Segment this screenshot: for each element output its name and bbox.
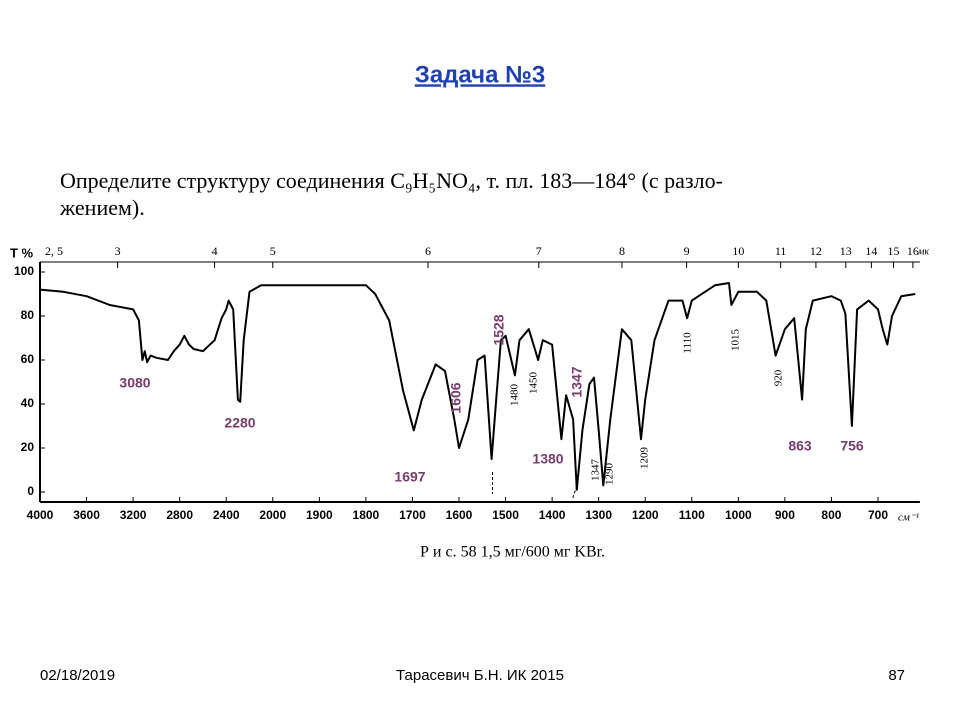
- peak-label: 1209: [639, 447, 651, 470]
- footer-page: 87: [888, 667, 905, 684]
- footer-date: 02/18/2019: [40, 667, 115, 684]
- y-tick-label: 80: [21, 308, 35, 322]
- peak-label: 1110: [682, 332, 694, 354]
- x-tick-label: 3200: [120, 508, 147, 522]
- spectrum-line: [39, 282, 916, 491]
- peak-label: 3080: [119, 375, 150, 391]
- x-tick-label: 700: [868, 508, 888, 522]
- top-tick-label: 10: [732, 244, 744, 258]
- peak-label: 1480: [509, 384, 521, 407]
- x-tick-label: 900: [775, 508, 795, 522]
- slide-title: Задача №3: [415, 61, 545, 88]
- y-tick-label: 100: [14, 264, 34, 278]
- x-tick-label: 2000: [259, 508, 286, 522]
- x-tick-label: 2400: [213, 508, 240, 522]
- x-tick-label: 1700: [399, 508, 426, 522]
- peak-label: 1290: [604, 463, 616, 486]
- top-tick-label: 11: [775, 244, 787, 258]
- top-tick-label: 7: [536, 244, 542, 258]
- top-unit: мк: [917, 246, 929, 257]
- peak-label: 756: [840, 438, 864, 454]
- top-tick-label: 14: [865, 244, 877, 258]
- problem-line: жением).: [59, 195, 145, 220]
- peak-label: 1697: [394, 469, 425, 485]
- peak-label: 1528: [491, 314, 507, 345]
- y-tick-label: 20: [21, 440, 35, 454]
- peak-label: 2280: [224, 415, 255, 431]
- x-unit: см⁻¹: [898, 512, 919, 524]
- top-tick-label: 16: [907, 244, 919, 258]
- y-tick-label: 40: [21, 396, 35, 410]
- y-tick-label: 60: [21, 352, 35, 366]
- top-tick-label: 2, 5: [45, 244, 63, 258]
- caption: Р и с. 58 1,5 мг/600 мг KBr.: [420, 544, 605, 561]
- x-tick-label: 1100: [679, 508, 705, 522]
- x-tick-label: 1900: [306, 508, 333, 522]
- top-tick-label: 4: [212, 244, 218, 258]
- peak-label: 1015: [730, 329, 742, 352]
- x-tick-label: 1500: [492, 508, 519, 522]
- top-tick-label: 5: [270, 244, 276, 258]
- peak-label: 920: [773, 369, 785, 386]
- x-tick-label: 1600: [446, 508, 473, 522]
- x-tick-label: 4000: [27, 508, 54, 522]
- peak-label: 1347: [590, 459, 602, 482]
- top-tick-label: 13: [840, 244, 852, 258]
- footer-author: Тарасевич Б.Н. ИК 2015: [396, 667, 564, 684]
- top-tick-label: 15: [888, 244, 900, 258]
- problem-line: Определите структуру соединения C₉H₅NO₄,…: [60, 168, 723, 193]
- top-tick-label: 12: [810, 244, 822, 258]
- top-tick-label: 6: [425, 244, 431, 258]
- x-tick-label: 2800: [166, 508, 193, 522]
- peak-label: 1450: [528, 372, 540, 395]
- peak-label: 1380: [532, 451, 563, 467]
- top-tick-label: 9: [684, 244, 690, 258]
- x-tick-label: 3600: [73, 508, 100, 522]
- peak-label: 1347: [569, 366, 585, 397]
- peak-label: 1606: [448, 382, 464, 413]
- y-tick-label: 0: [27, 484, 34, 498]
- x-tick-label: 1300: [585, 508, 612, 522]
- peak-label: 863: [788, 438, 812, 454]
- x-tick-label: 1000: [725, 508, 752, 522]
- top-tick-label: 3: [115, 244, 121, 258]
- x-tick-label: 800: [821, 508, 841, 522]
- y-axis-label: T %: [10, 245, 34, 260]
- x-tick-label: 1400: [539, 508, 566, 522]
- x-tick-label: 1800: [353, 508, 380, 522]
- x-tick-label: 1200: [632, 508, 659, 522]
- dashed-guide: [572, 485, 578, 499]
- top-tick-label: 8: [619, 244, 625, 258]
